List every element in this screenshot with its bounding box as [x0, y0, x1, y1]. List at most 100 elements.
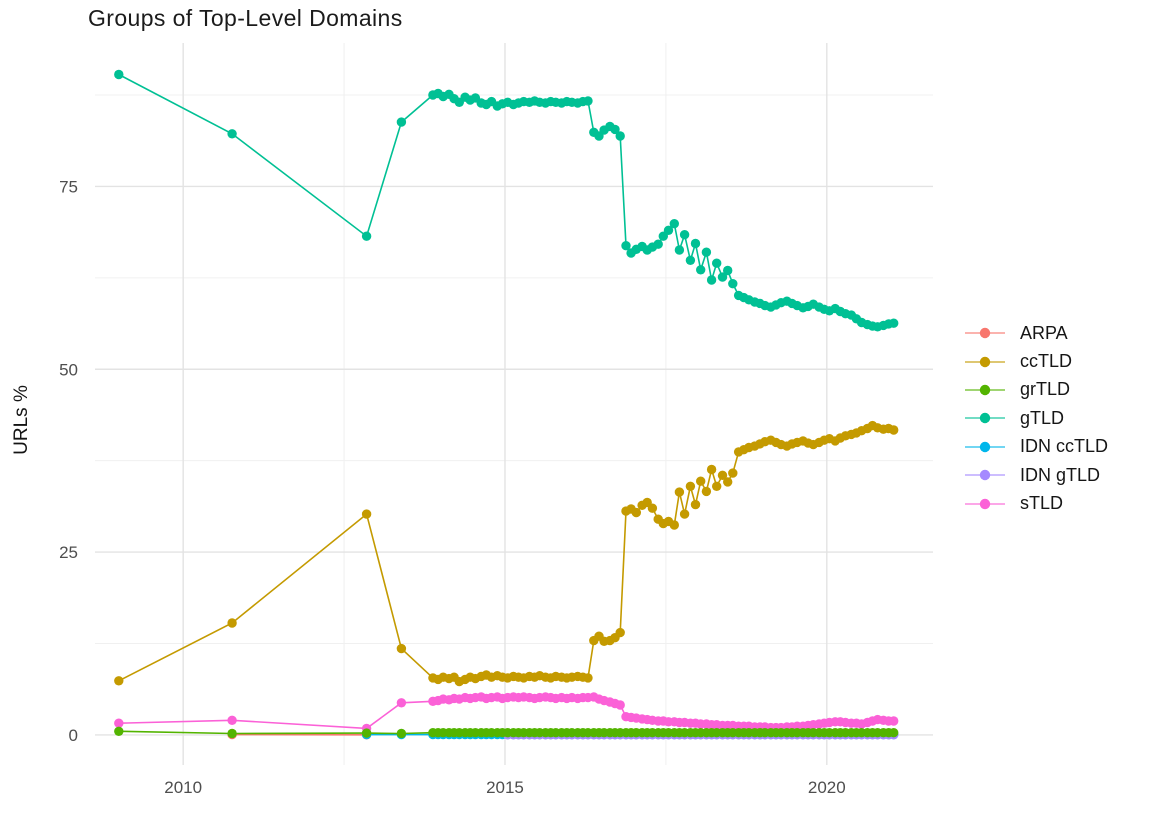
data-point	[114, 718, 124, 728]
legend-key-icon	[965, 441, 1005, 452]
data-point	[361, 509, 372, 519]
data-point	[674, 487, 685, 497]
legend-label: sTLD	[1020, 493, 1064, 514]
y-tick-label: 75	[59, 177, 78, 196]
series-gtld	[114, 69, 899, 332]
legend-item-gtld: gTLD	[963, 404, 1108, 432]
data-point	[653, 239, 663, 249]
data-point	[583, 673, 593, 683]
data-point	[361, 728, 372, 738]
data-point	[701, 486, 712, 497]
data-point	[723, 477, 733, 487]
y-tick-label: 50	[59, 360, 78, 379]
data-point	[669, 520, 679, 530]
data-point	[114, 726, 124, 736]
data-point	[631, 507, 641, 518]
data-point	[227, 715, 237, 725]
legend-key-dot	[979, 498, 991, 509]
legend-key-dot	[979, 384, 991, 396]
data-point	[227, 728, 237, 739]
legend-item-stld: sTLD	[963, 489, 1108, 517]
data-point	[679, 509, 690, 519]
data-point	[615, 131, 625, 141]
data-point	[669, 219, 679, 229]
chart-title: Groups of Top-Level Domains	[88, 5, 403, 31]
data-point	[706, 275, 717, 285]
data-point	[685, 481, 696, 491]
data-point	[647, 503, 658, 513]
data-point	[712, 481, 722, 491]
y-axis-title: URLs %	[11, 385, 32, 455]
data-point	[610, 124, 620, 135]
data-point	[696, 476, 706, 486]
data-point	[615, 700, 625, 710]
data-point	[712, 258, 722, 268]
data-point	[685, 255, 696, 265]
series-stld	[114, 692, 899, 734]
y-tick-label: 0	[69, 726, 78, 745]
legend-item-grtld: grTLD	[963, 376, 1108, 404]
legend: ARPA ccTLD grTLD gTLD IDN ccTLD IDN gTLD sTLD	[963, 319, 1108, 518]
data-point	[227, 618, 237, 628]
legend-item-cctld: ccTLD	[963, 347, 1108, 375]
data-point	[690, 238, 701, 249]
x-tick-label: 2015	[486, 778, 524, 797]
data-point	[889, 716, 899, 726]
x-tick-label: 2010	[164, 778, 202, 797]
data-point	[690, 499, 701, 510]
data-point	[679, 230, 690, 240]
data-point	[723, 265, 733, 276]
legend-label: gTLD	[1020, 407, 1065, 428]
data-point	[615, 627, 625, 638]
series-line	[118, 73, 894, 328]
legend-key-icon	[965, 327, 1005, 339]
series-cctld	[114, 420, 899, 687]
data-point	[621, 241, 631, 251]
legend-item-idn-cctld: IDN ccTLD	[963, 433, 1108, 461]
series-grtld	[114, 726, 899, 739]
legend-label: ccTLD	[1020, 351, 1073, 372]
data-point	[114, 676, 124, 686]
data-point	[728, 468, 738, 478]
legend-key-dot	[979, 327, 991, 339]
data-point	[396, 117, 407, 127]
legend-key-dot	[979, 441, 991, 452]
legend-label: IDN gTLD	[1020, 464, 1101, 485]
data-point	[889, 425, 899, 435]
data-point	[361, 231, 372, 241]
data-point	[728, 279, 738, 289]
legend-key-icon	[965, 413, 1005, 424]
data-point	[114, 69, 124, 80]
data-point	[717, 470, 728, 480]
legend-key-icon	[965, 384, 1005, 396]
legend-item-arpa: ARPA	[963, 319, 1108, 347]
legend-label: ARPA	[1020, 322, 1068, 343]
legend-key-icon	[965, 498, 1005, 509]
series-arpa	[227, 729, 372, 740]
legend-key-icon	[965, 469, 1005, 481]
legend-key-icon	[965, 356, 1005, 367]
legend-key-dot	[979, 413, 991, 424]
legend-label: IDN ccTLD	[1020, 436, 1109, 457]
data-point	[227, 129, 237, 139]
data-point	[674, 245, 685, 255]
legend-key-dot	[979, 469, 991, 481]
data-point	[889, 318, 899, 328]
x-tick-label: 2020	[808, 778, 846, 797]
data-point	[396, 728, 407, 739]
data-point	[701, 247, 712, 257]
data-point	[717, 272, 728, 282]
legend-key-dot	[979, 356, 991, 367]
data-point	[889, 728, 899, 738]
data-point	[696, 265, 706, 275]
legend-item-idn-gtld: IDN gTLD	[963, 461, 1108, 489]
data-point	[663, 225, 674, 235]
data-point	[706, 464, 717, 475]
data-point	[396, 643, 407, 654]
data-point	[583, 96, 593, 106]
data-point	[396, 698, 407, 708]
y-tick-label: 25	[59, 543, 78, 562]
legend-label: grTLD	[1020, 379, 1071, 400]
